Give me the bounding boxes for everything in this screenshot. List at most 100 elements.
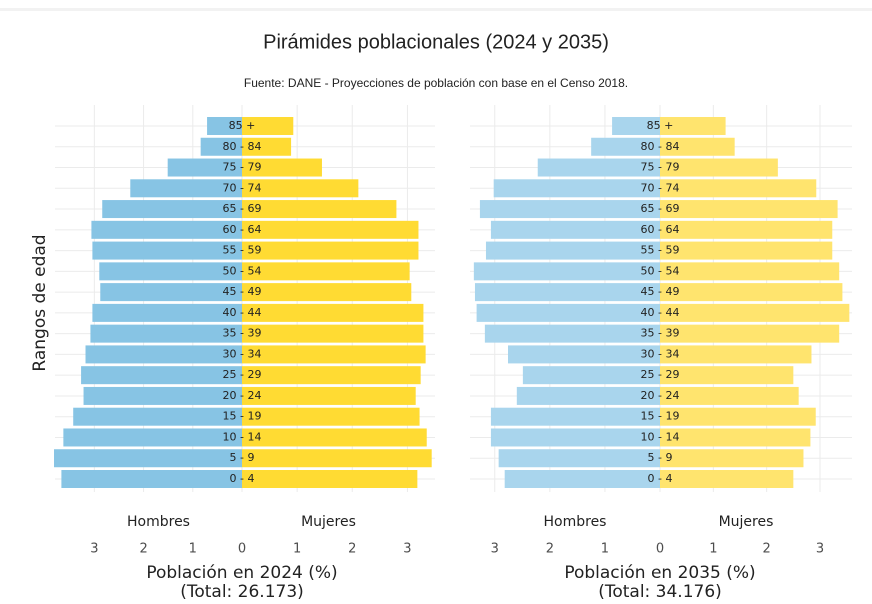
x-tick-label: 3 [816, 542, 824, 557]
bar [73, 407, 243, 426]
category-label: 50 - 54 [223, 264, 262, 277]
category-label: 45 - 49 [223, 285, 262, 298]
bar [61, 470, 242, 488]
bar [242, 220, 419, 239]
category-label: 20 - 24 [641, 389, 680, 402]
bar [490, 428, 660, 447]
bar [504, 470, 660, 488]
x-tick-label: 3 [491, 542, 499, 557]
category-label: 40 - 44 [641, 306, 680, 319]
bar [479, 200, 660, 219]
bar [508, 345, 660, 364]
bar [207, 117, 242, 135]
x-tick-label: 0 [656, 542, 664, 557]
bar [660, 117, 726, 135]
bar [83, 386, 242, 405]
x-axis-note: (Total: 34.176) [598, 582, 722, 602]
legend-label: Mujeres [719, 514, 774, 530]
bar [242, 262, 410, 281]
category-label: 65 - 69 [641, 202, 680, 215]
category-label: 70 - 74 [641, 181, 680, 194]
x-tick-label: 2 [546, 542, 554, 557]
category-label: 5 - 9 [648, 451, 673, 464]
x-axis-label: Población en 2035 (%) [564, 563, 755, 583]
chart-title: Pirámides poblacionales (2024 y 2035) [263, 31, 609, 53]
bar [516, 386, 660, 405]
category-label: 35 - 39 [641, 327, 680, 340]
category-label: 55 - 59 [223, 244, 262, 257]
bar [660, 324, 840, 343]
legend-label: Hombres [127, 514, 190, 530]
bar [612, 117, 660, 135]
category-label: 70 - 74 [223, 181, 262, 194]
x-axis-label: Población en 2024 (%) [146, 563, 337, 583]
category-label: 20 - 24 [223, 389, 262, 402]
y-axis-label: Rangos de edad [30, 234, 50, 371]
category-label: 30 - 34 [641, 347, 680, 360]
category-label: 15 - 19 [223, 410, 262, 423]
bar [660, 303, 850, 322]
category-label: 80 - 84 [641, 140, 680, 153]
category-label: 60 - 64 [223, 223, 262, 236]
bar [242, 200, 397, 219]
category-label: 0 - 4 [648, 472, 673, 485]
bar [242, 117, 294, 135]
bar [242, 241, 419, 260]
bar [167, 158, 242, 177]
bar [660, 470, 794, 488]
bar [242, 428, 427, 447]
bar [474, 283, 660, 302]
bar [660, 137, 735, 156]
bar [490, 220, 660, 239]
legend-label: Mujeres [301, 514, 356, 530]
category-label: 65 - 69 [223, 202, 262, 215]
bar [99, 262, 242, 281]
bar [54, 449, 242, 468]
bar [242, 470, 418, 488]
bar [485, 241, 660, 260]
bar [660, 407, 816, 426]
bar [242, 324, 424, 343]
bar [242, 449, 432, 468]
bar [242, 407, 420, 426]
bar [660, 220, 833, 239]
bar [242, 386, 416, 405]
x-tick-label: 1 [293, 542, 301, 557]
bar [92, 241, 243, 260]
category-label: 55 - 59 [641, 244, 680, 257]
bar [484, 324, 660, 343]
category-label: 10 - 14 [641, 430, 680, 443]
category-label: 30 - 34 [223, 347, 262, 360]
bar [660, 366, 794, 385]
bar [591, 137, 660, 156]
x-tick-label: 2 [763, 542, 771, 557]
x-axis-note: (Total: 26.173) [180, 582, 304, 602]
category-label: 85 + [647, 119, 674, 132]
bar [660, 386, 799, 405]
bar [660, 241, 833, 260]
category-label: 15 - 19 [641, 410, 680, 423]
bar [81, 366, 243, 385]
x-tick-label: 0 [238, 542, 246, 557]
bar [490, 407, 660, 426]
bar [130, 179, 242, 198]
bar [100, 283, 242, 302]
bar [522, 366, 660, 385]
bar [493, 179, 660, 198]
bar [92, 303, 243, 322]
bar [242, 366, 421, 385]
category-label: 35 - 39 [223, 327, 262, 340]
bar [498, 449, 660, 468]
bar [660, 283, 843, 302]
category-label: 75 - 79 [641, 161, 680, 174]
category-label: 10 - 14 [223, 430, 262, 443]
bar [660, 449, 804, 468]
bar [660, 428, 811, 447]
bar [476, 303, 660, 322]
category-label: 50 - 54 [641, 264, 680, 277]
bar [660, 179, 817, 198]
bar [660, 200, 838, 219]
x-tick-label: 2 [348, 542, 356, 557]
bar [63, 428, 243, 447]
